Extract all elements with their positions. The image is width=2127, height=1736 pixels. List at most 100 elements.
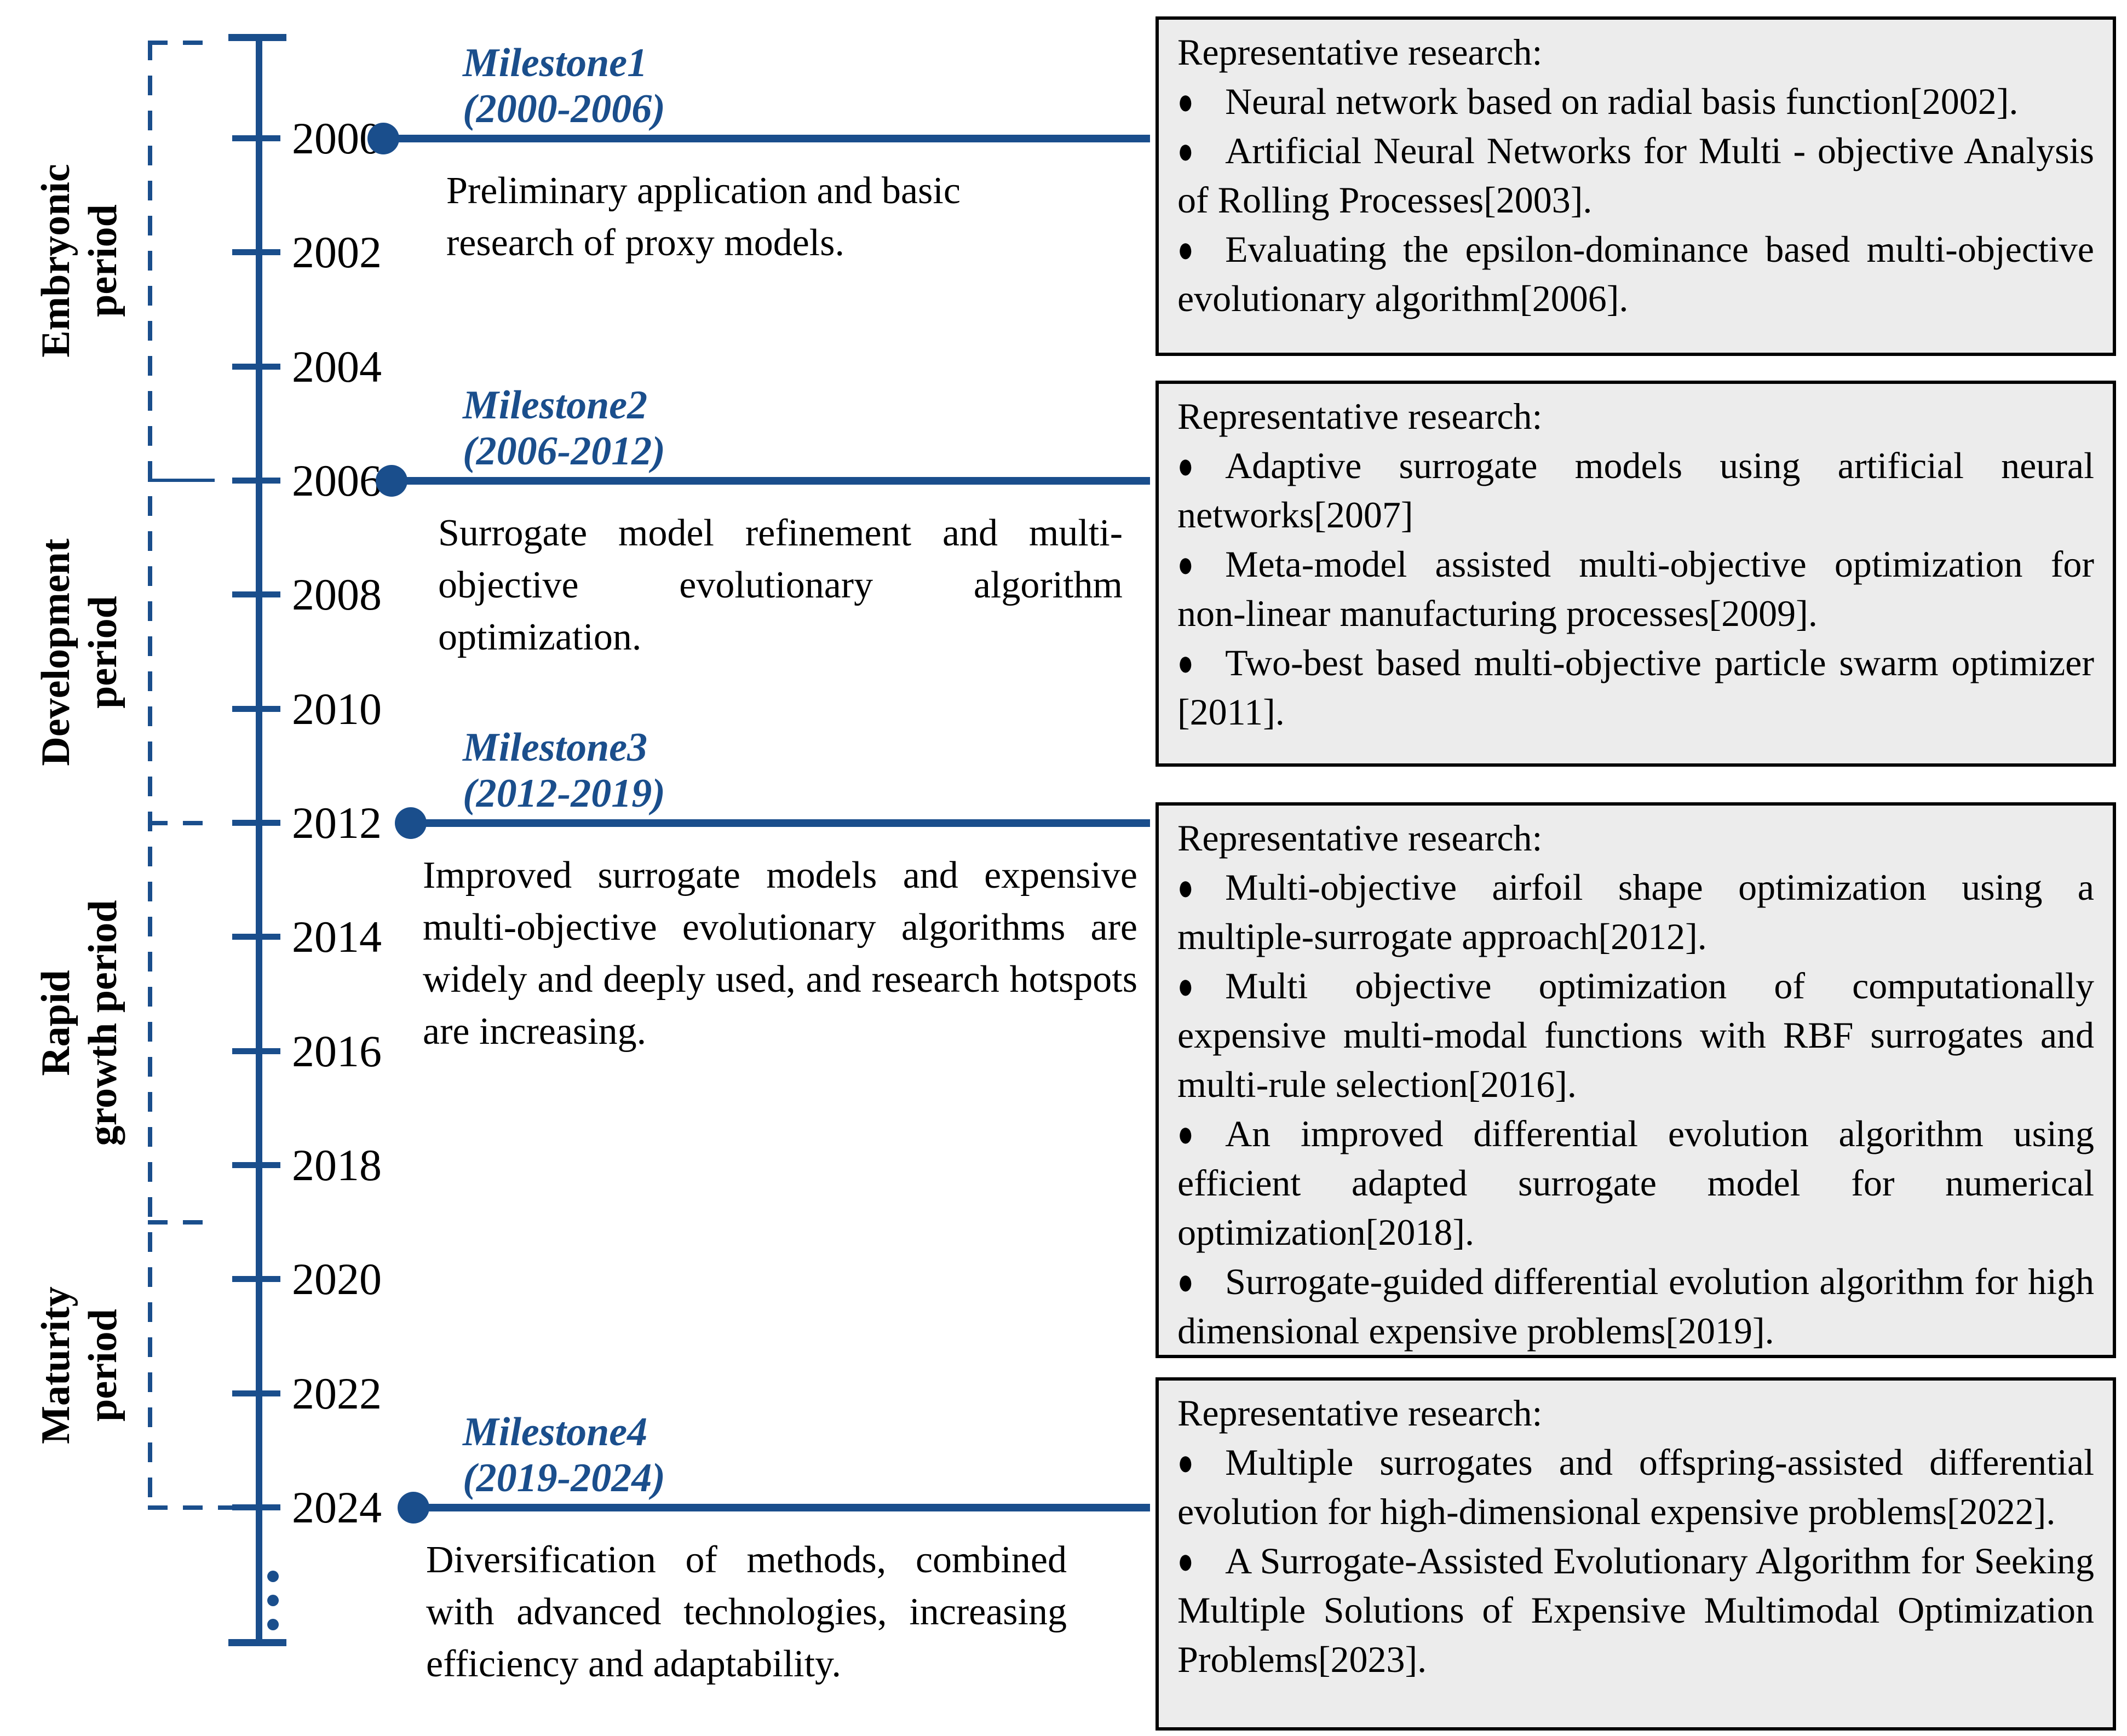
milestone-title-block: Milestone4 (2019-2024) (463, 1409, 665, 1501)
year-label: 2022 (292, 1369, 382, 1418)
ellipsis-dot (267, 1571, 279, 1582)
research-item-text: Multiple surrogates and offspring-assist… (1177, 1441, 2094, 1532)
ellipsis-dot (267, 1595, 279, 1606)
bullet-icon: ● (1177, 642, 1194, 683)
research-item-text: Multi objective optimization of computat… (1177, 965, 2094, 1105)
research-item: ● Evaluating the epsilon-dominance based … (1177, 225, 2094, 323)
milestone-title: Milestone3 (463, 725, 648, 770)
milestone-description: Improved surrogate models and expensive … (423, 854, 1137, 1053)
period-boundary-connector (148, 821, 211, 825)
year-tick (232, 934, 280, 940)
year-label: 2010 (292, 684, 382, 734)
research-item-text: Artificial Neural Networks for Multi - o… (1177, 130, 2094, 221)
research-box-heading: Representative research: (1177, 395, 1543, 437)
period-label-line2: period (81, 204, 125, 317)
milestone-line (413, 1504, 1150, 1511)
research-box: Representative research: ● Adaptive surrog… (1156, 381, 2116, 767)
period-label-line1: Embryonic (33, 164, 78, 358)
year-label: 2000 (292, 113, 382, 163)
period-label: Embryonic period (32, 91, 127, 430)
period-boundary-connector (148, 41, 211, 45)
period-label-line1: Rapid (33, 969, 78, 1076)
milestone-line (411, 819, 1150, 827)
year-tick (232, 1048, 280, 1054)
period-label-line2: growth period (81, 900, 125, 1146)
milestone-title: Milestone4 (463, 1410, 648, 1455)
research-box: Representative research: ● Neural network … (1156, 16, 2116, 356)
bullet-icon: ● (1177, 1441, 1194, 1483)
period-bracket-line (148, 41, 152, 1508)
year-tick (232, 1276, 280, 1282)
bullet-icon: ● (1177, 228, 1194, 270)
period-boundary-connector (148, 1505, 238, 1510)
research-item: ● Meta-model assisted multi-objective opt… (1177, 539, 2094, 638)
bullet-icon: ● (1177, 1540, 1194, 1582)
year-tick (232, 706, 280, 712)
research-item-text: Meta-model assisted multi-objective opti… (1177, 543, 2094, 634)
bullet-icon: ● (1177, 130, 1194, 171)
milestone-range: (2000-2006) (463, 87, 665, 131)
bullet-icon: ● (1177, 1113, 1194, 1154)
bullet-icon: ● (1177, 866, 1194, 908)
research-item: ● Adaptive surrogate models using artific… (1177, 441, 2094, 539)
bullet-icon: ● (1177, 81, 1194, 122)
year-label: 2020 (292, 1254, 382, 1304)
period-label: Development period (32, 482, 127, 822)
milestone-title-block: Milestone1 (2000-2006) (463, 40, 665, 132)
research-box-heading: Representative research: (1177, 1392, 1543, 1434)
period-label: Rapid growth period (32, 853, 127, 1193)
research-box-heading: Representative research: (1177, 817, 1543, 859)
milestone-description: Preliminary application and basic resear… (446, 170, 961, 264)
milestone-description: Surrogate model refinement and multi-obj… (438, 512, 1123, 658)
timeline-axis-top-cap (228, 34, 286, 41)
period-label-line1: Development (33, 538, 78, 766)
timeline-continuation-ellipsis-icon (267, 1571, 279, 1643)
research-item-text: A Surrogate-Assisted Evolutionary Algori… (1177, 1540, 2094, 1680)
milestone-line (392, 477, 1150, 485)
research-item: ● An improved differential evolution algo… (1177, 1109, 2094, 1257)
research-item: ● Artificial Neural Networks for Multi - … (1177, 126, 2094, 225)
ellipsis-dot (267, 1619, 279, 1630)
research-item: ● Surrogate-guided differential evolution… (1177, 1257, 2094, 1355)
milestone-range: (2019-2024) (463, 1456, 665, 1501)
year-label: 2018 (292, 1140, 382, 1190)
research-item-text: Neural network based on radial basis fun… (1225, 81, 2019, 122)
year-label: 2002 (292, 227, 382, 277)
bullet-icon: ● (1177, 965, 1194, 1007)
period-boundary-connector (148, 1220, 211, 1225)
period-boundary-connector (148, 479, 215, 482)
period-label-line2: period (81, 1308, 125, 1422)
year-tick (232, 364, 280, 370)
milestone-line (383, 135, 1150, 142)
research-item-text: Two-best based multi-objective particle … (1177, 642, 2094, 733)
research-box: Representative research: ● Multiple surrog… (1156, 1377, 2116, 1731)
timeline-axis-bottom-cap (228, 1639, 286, 1646)
research-item: ● Multiple surrogates and offspring-assis… (1177, 1438, 2094, 1536)
research-box: Representative research: ● Multi-objective… (1156, 802, 2116, 1358)
timeline-axis (256, 34, 262, 1646)
year-label: 2014 (292, 912, 382, 962)
milestone-title-block: Milestone2 (2006-2012) (463, 382, 665, 474)
year-tick (232, 1390, 280, 1396)
year-tick (232, 135, 280, 141)
year-tick (232, 1504, 280, 1510)
year-tick (232, 820, 280, 826)
year-label: 2012 (292, 798, 382, 848)
bullet-icon: ● (1177, 1261, 1194, 1302)
milestone-description: Diversification of methods, combined wit… (426, 1539, 1067, 1685)
milestone-title-block: Milestone3 (2012-2019) (463, 725, 665, 817)
period-label-line2: period (81, 595, 125, 709)
milestone-title: Milestone2 (463, 383, 648, 428)
year-tick (232, 1162, 280, 1168)
research-item-text: Surrogate-guided differential evolution … (1177, 1261, 2094, 1352)
year-label: 2016 (292, 1026, 382, 1076)
milestone-range: (2006-2012) (463, 429, 665, 474)
research-item: ● A Surrogate-Assisted Evolutionary Algor… (1177, 1536, 2094, 1684)
research-item: ● Multi-objective airfoil shape optimizat… (1177, 863, 2094, 961)
research-item-text: Evaluating the epsilon-dominance based m… (1177, 228, 2094, 319)
bullet-icon: ● (1177, 543, 1194, 585)
bullet-icon: ● (1177, 445, 1194, 486)
milestone-range: (2012-2019) (463, 771, 665, 816)
research-item: ● Neural network based on radial basis fu… (1177, 77, 2094, 126)
